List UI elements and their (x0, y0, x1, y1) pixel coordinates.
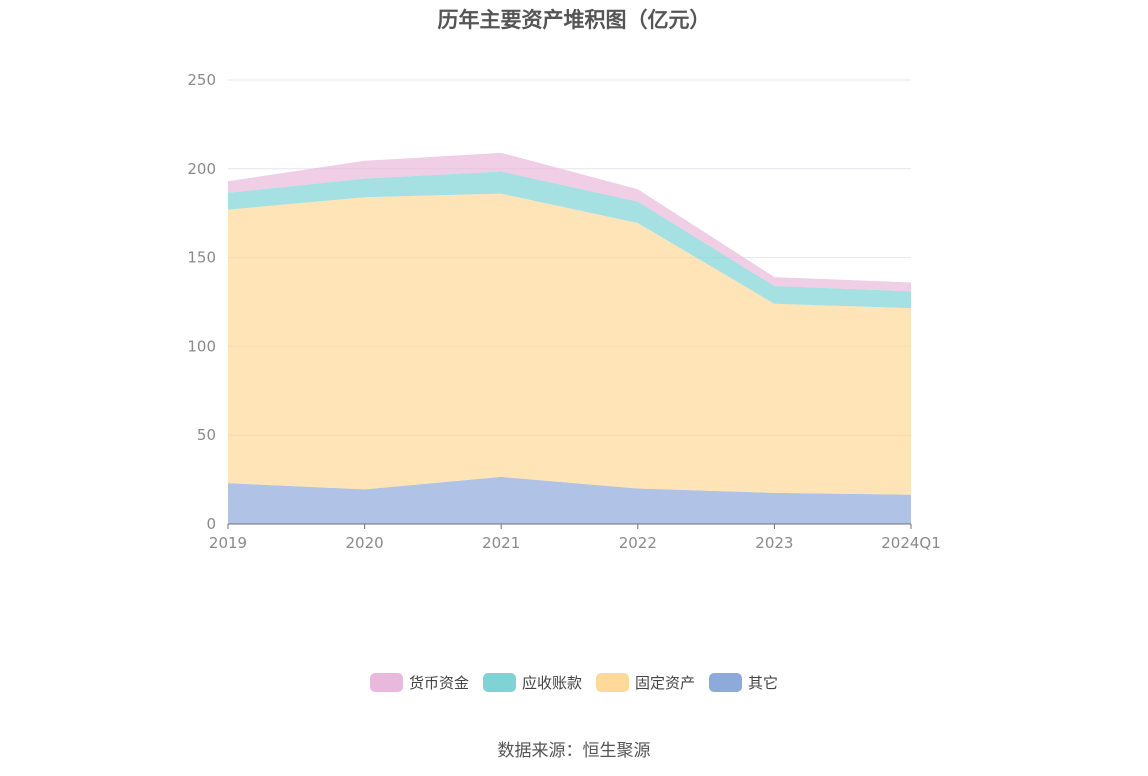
legend-item-cash[interactable]: 货币资金 (369, 672, 469, 693)
legend-swatch-other (709, 673, 743, 692)
axes: 0 50 100 150 200 250 2019 2020 2021 2022 2023 2024Q… (187, 71, 940, 552)
area-layers (228, 152, 911, 524)
x-tick-label-1: 2020 (346, 534, 384, 552)
x-tick-label-2: 2021 (482, 534, 520, 552)
chart-title: 历年主要资产堆积图（亿元） (437, 8, 711, 32)
y-tick-label-0: 0 (206, 515, 216, 533)
area-series-0 (228, 476, 911, 524)
x-tick-label-4: 2023 (755, 534, 793, 552)
y-tick-label-50: 50 (197, 426, 216, 444)
legend-item-receivables[interactable]: 应收账款 (482, 672, 582, 693)
legend-label-other: 其它 (748, 674, 779, 692)
y-tick-label-250: 250 (187, 71, 216, 89)
x-tick-label-5: 2024Q1 (881, 534, 941, 552)
legend-swatch-fixed-assets (596, 673, 629, 692)
area-series-1 (228, 193, 911, 495)
legend-label-cash: 货币资金 (408, 674, 469, 692)
legend-swatch-cash (369, 673, 403, 692)
legend: 货币资金 应收账款 固定资产 其它 (0, 672, 1148, 693)
area-series-3 (228, 152, 911, 292)
legend-item-other[interactable]: 其它 (709, 672, 778, 693)
y-tick-label-100: 100 (187, 337, 216, 355)
legend-label-fixed-assets: 固定资产 (635, 674, 696, 692)
area-series-2 (228, 171, 911, 309)
legend-swatch-receivables (482, 673, 516, 692)
x-tick-label-0: 2019 (209, 534, 247, 552)
data-source: 数据来源：恒生聚源 (497, 741, 651, 761)
y-tick-label-150: 150 (187, 249, 216, 267)
x-tick-label-3: 2022 (619, 534, 657, 552)
y-tick-label-200: 200 (187, 160, 216, 178)
legend-label-receivables: 应收账款 (521, 674, 582, 692)
legend-item-fixed-assets[interactable]: 固定资产 (596, 672, 695, 693)
